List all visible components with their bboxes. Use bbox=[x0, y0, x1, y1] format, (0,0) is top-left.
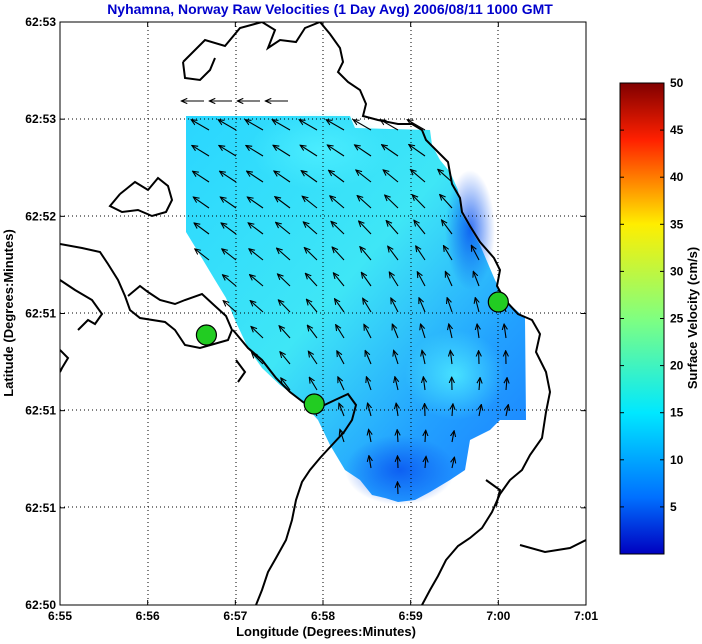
y-tick-label: 62:52 bbox=[25, 209, 56, 223]
colorbar-tick-label: 15 bbox=[670, 406, 684, 420]
station-marker bbox=[304, 394, 324, 414]
velocity-vector bbox=[398, 483, 399, 495]
station-marker bbox=[488, 292, 508, 312]
colorbar-tick-label: 40 bbox=[670, 170, 684, 184]
colorbar-tick-label: 25 bbox=[670, 312, 684, 326]
x-tick-label: 7:00 bbox=[486, 609, 510, 623]
colorbar-label: Surface Velocity (cm/s) bbox=[685, 247, 700, 389]
velocity-vector bbox=[398, 457, 399, 469]
colorbar-tick-label: 50 bbox=[670, 76, 684, 90]
y-axis-label: Latitude (Degrees:Minutes) bbox=[1, 229, 16, 397]
x-tick-label: 6:58 bbox=[311, 609, 335, 623]
y-tick-label: 62:51 bbox=[25, 501, 56, 515]
colorbar-tick-label: 10 bbox=[670, 453, 684, 467]
x-tick-label: 6:56 bbox=[136, 609, 160, 623]
colorbar-tick-label: 5 bbox=[670, 500, 677, 514]
x-axis-label: Longitude (Degrees:Minutes) bbox=[236, 624, 416, 639]
colorbar: 5 10 15 20 25 30 35 40 45 50 Surface Velocity (cm… bbox=[620, 76, 700, 554]
y-tick-label: 62:53 bbox=[25, 15, 56, 29]
colorbar-tick-label: 35 bbox=[670, 217, 684, 231]
chart-title: Nyhamna, Norway Raw Velocities (1 Day Av… bbox=[107, 1, 553, 17]
y-tick-label: 62:51 bbox=[25, 404, 56, 418]
x-tick-label: 6:57 bbox=[223, 609, 247, 623]
x-tick-label: 6:59 bbox=[399, 609, 423, 623]
colorbar-tick-label: 30 bbox=[670, 264, 684, 278]
colorbar-tick-label: 45 bbox=[670, 123, 684, 137]
y-tick-label: 62:51 bbox=[25, 307, 56, 321]
velocity-vector bbox=[425, 431, 426, 442]
station-marker bbox=[196, 325, 216, 345]
x-tick-label: 7:01 bbox=[574, 609, 598, 623]
y-tick-label: 62:50 bbox=[25, 598, 56, 612]
y-tick-label: 62:53 bbox=[25, 112, 56, 126]
colorbar-tick-label: 20 bbox=[670, 359, 684, 373]
